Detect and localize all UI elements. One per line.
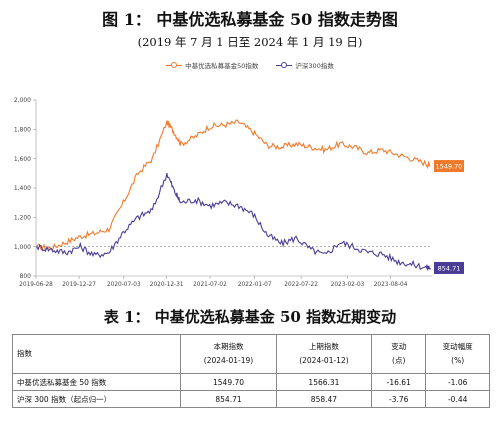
- legend-item-hs300: 沪深300指数: [276, 60, 334, 70]
- x-tick-label: 2023-02-03: [331, 282, 365, 288]
- row-name: 沪深 300 指数（起点归一）: [11, 390, 182, 408]
- y-tick-label: 800: [20, 273, 32, 280]
- row-current: 1549.70: [180, 373, 277, 391]
- legend-label-hs300: 沪深300指数: [295, 62, 334, 70]
- y-tick-label: 1,800: [14, 127, 31, 134]
- x-tick-label: 2019-06-28: [19, 282, 53, 288]
- row-pct: -1.06: [425, 373, 490, 391]
- x-tick-label: 2022-01-07: [238, 282, 272, 288]
- legend-item-fund-index: 中基优选私募基金50指数: [166, 60, 258, 70]
- x-tick-label: 2023-08-04: [374, 282, 408, 288]
- row-current: 854.71: [180, 390, 277, 408]
- legend-swatch-hs300: [276, 61, 293, 69]
- row-name: 中基优选私募基金 50 指数: [11, 373, 182, 391]
- y-tick-label: 2,000: [14, 97, 31, 104]
- y-tick-label: 1,000: [14, 244, 31, 251]
- header-pct: 变动幅度 (%): [425, 334, 490, 374]
- series-line-hs300: [36, 172, 431, 271]
- end-value-label-fund-index: 1549.70: [436, 163, 463, 171]
- figure-title: 图 1： 中基优选私募基金 50 指数走势图: [102, 10, 398, 29]
- legend-swatch-fund-index: [166, 61, 183, 69]
- index-change-table: 指数 本期指数 (2024-01-19) 上期指数 (2024-01-12) 变动(…: [11, 334, 490, 408]
- end-value-label-hs300: 854.71: [438, 264, 461, 272]
- row-change: -16.61: [371, 373, 427, 391]
- table-row: 中基优选私募基金 50 指数 1549.70 1566.31 -16.61 -1…: [11, 373, 490, 391]
- series-line-fund-index: [36, 119, 431, 251]
- x-tick-label: 2020-12-31: [150, 282, 184, 288]
- header-previous: 上期指数 (2024-01-12): [275, 334, 373, 374]
- legend-label-fund-index: 中基优选私募基金50指数: [185, 62, 259, 70]
- x-tick-label: 2020-07-03: [107, 282, 141, 288]
- x-tick-label: 2019-12-27: [62, 282, 96, 288]
- header-current: 本期指数 (2024-01-19): [180, 334, 277, 374]
- x-tick-label: 2021-07-02: [193, 282, 227, 288]
- y-tick-label: 1,400: [14, 185, 31, 192]
- x-tick-label: 2022-07-22: [284, 282, 318, 288]
- row-pct: -0.44: [425, 390, 490, 408]
- table-header-row: 指数 本期指数 (2024-01-19) 上期指数 (2024-01-12) 变动(…: [11, 334, 490, 374]
- y-tick-label: 1,200: [14, 215, 31, 222]
- end-value-box: [434, 261, 464, 274]
- table-title: 表 1： 中基优选私募基金 50 指数近期变动: [103, 308, 397, 326]
- header-index: 指数: [11, 334, 182, 374]
- header-change: 变动 (点): [371, 334, 427, 374]
- end-value-box: [434, 160, 464, 173]
- row-previous: 1566.31: [275, 373, 373, 391]
- line-chart: 800 1,000 1,200 1,400 1,600 1,800 2,000 2019-06…: [14, 97, 464, 288]
- table-row: 沪深 300 指数（起点归一） 854.71 858.47 -3.76 -0.4…: [11, 390, 490, 408]
- row-change: -3.76: [371, 390, 427, 408]
- figure-subtitle: (2019 年 7 月 1 日至 2024 年 1 月 19 日): [137, 35, 363, 49]
- chart-legend: 中基优选私募基金50指数 沪深300指数: [0, 60, 500, 70]
- row-previous: 858.47: [275, 390, 373, 408]
- y-tick-label: 1,600: [14, 156, 31, 163]
